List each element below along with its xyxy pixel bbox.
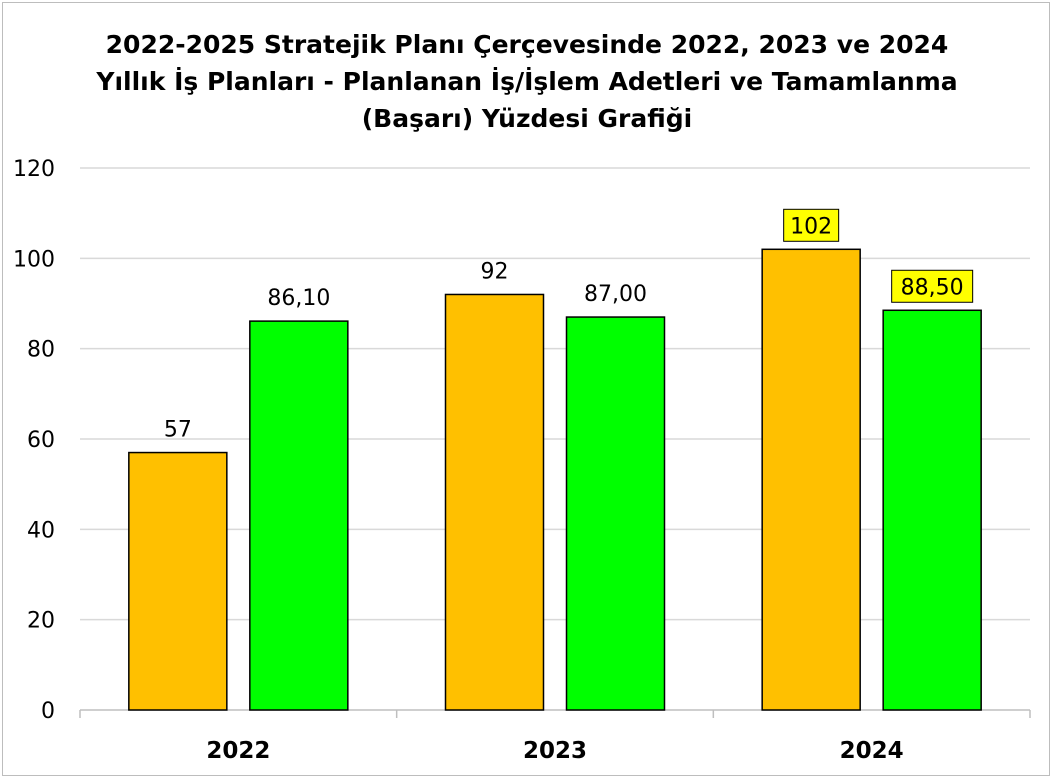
y-tick-label: 120 [13, 157, 55, 182]
data-label: 87,00 [584, 282, 647, 307]
data-label-highlight [783, 208, 840, 242]
bar-2022-s2 [249, 320, 349, 711]
x-category-label: 2022 [206, 738, 270, 764]
x-category-label: 2023 [523, 738, 587, 764]
bar-2023-s2 [565, 316, 666, 711]
gridlines [80, 167, 1030, 621]
chart-title-line-1: 2022-2025 Stratejik Planı Çerçevesinde 2… [105, 30, 949, 59]
chart-title-line-2: Yıllık İş Planları - Planlanan İş/İşlem … [96, 67, 958, 96]
data-labels: 57 92 102 86,10 87,00 88,50 [164, 208, 974, 443]
y-tick-label: 60 [27, 428, 55, 453]
chart-title: 2022-2025 Stratejik Planı Çerçevesinde 2… [0, 26, 1054, 137]
y-tick-label: 40 [27, 518, 55, 543]
data-label-highlight [891, 269, 974, 303]
y-tick-label: 100 [13, 247, 55, 272]
y-tick-label: 20 [27, 609, 55, 634]
bar-2023-s1 [444, 293, 545, 711]
data-label: 88,50 [901, 275, 964, 300]
bar-2022-s1 [128, 451, 228, 711]
y-tick-label: 80 [27, 338, 55, 363]
data-label: 86,10 [267, 286, 330, 311]
data-label: 102 [790, 214, 832, 239]
bar-2024-s2 [882, 309, 982, 711]
axes: 0 20 40 60 80 100 120 2022 2023 2024 [13, 157, 1031, 764]
bar-2024-s1 [761, 248, 861, 711]
data-label: 92 [481, 259, 509, 284]
data-label: 57 [164, 418, 192, 443]
bars [128, 248, 982, 711]
y-tick-label: 0 [41, 699, 55, 724]
chart-title-line-3: (Başarı) Yüzdesi Grafiği [361, 104, 693, 133]
x-category-label: 2024 [840, 738, 904, 764]
